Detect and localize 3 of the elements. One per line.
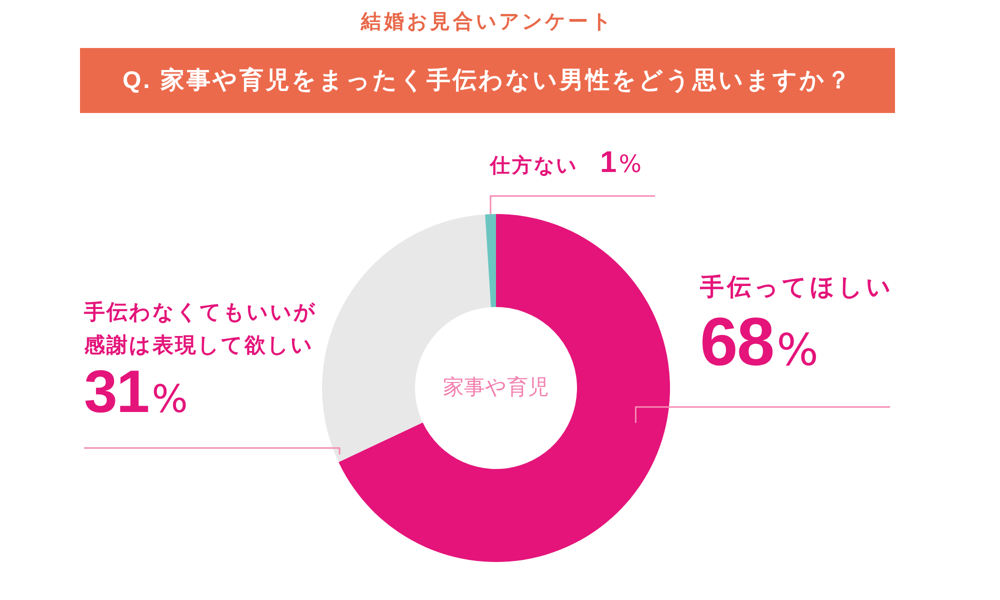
title: Q. 家事や育児をまったく手伝わない男性をどう思いますか？ <box>121 66 854 96</box>
subtitle: 結婚お見合いアンケート <box>360 10 615 35</box>
annotation: 家事や育児 <box>442 375 550 401</box>
